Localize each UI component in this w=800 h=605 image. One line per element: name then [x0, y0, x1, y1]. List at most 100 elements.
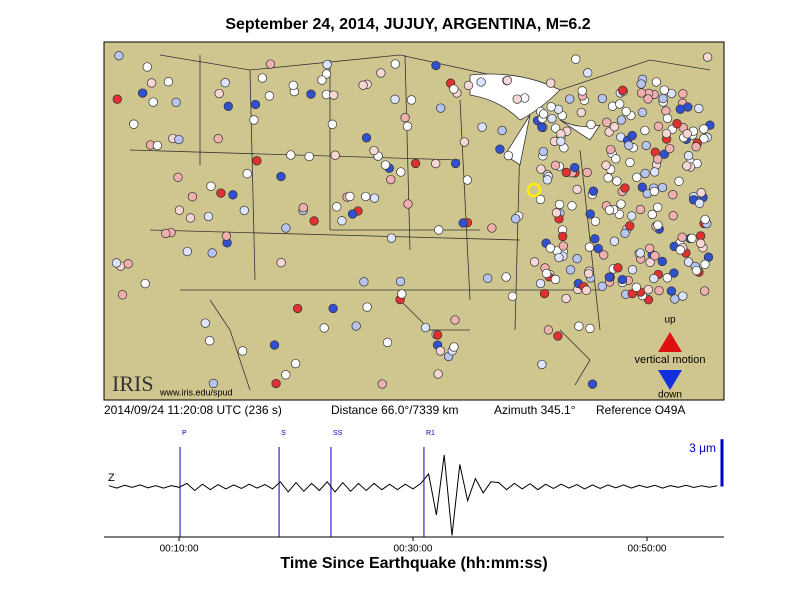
station	[572, 254, 582, 264]
station	[450, 158, 461, 169]
station	[606, 144, 616, 155]
station	[627, 265, 638, 275]
station	[501, 272, 511, 282]
station	[458, 218, 468, 228]
station	[649, 186, 660, 197]
station	[281, 370, 291, 380]
station	[402, 121, 413, 131]
station	[670, 294, 680, 304]
station	[700, 214, 710, 225]
station	[463, 80, 474, 91]
station	[678, 291, 688, 301]
station	[249, 115, 259, 125]
station	[636, 79, 646, 89]
station	[290, 358, 301, 369]
station	[627, 211, 637, 221]
station	[627, 130, 637, 141]
station	[337, 216, 347, 226]
station	[641, 140, 651, 151]
station	[507, 291, 518, 301]
lakes	[469, 73, 601, 166]
station	[257, 73, 268, 83]
station	[550, 123, 561, 133]
stations	[111, 51, 715, 389]
station	[535, 278, 546, 289]
station	[386, 233, 397, 243]
station	[207, 248, 217, 258]
station	[699, 286, 710, 296]
station	[537, 122, 547, 132]
station	[345, 191, 355, 202]
station	[400, 113, 410, 123]
station	[529, 257, 540, 267]
station	[264, 91, 275, 101]
station	[208, 378, 219, 389]
station	[228, 190, 238, 200]
station	[561, 167, 571, 178]
station	[587, 379, 598, 389]
station	[612, 176, 622, 186]
station	[672, 119, 682, 129]
station	[459, 137, 470, 147]
station	[662, 113, 673, 124]
station	[584, 242, 595, 252]
station	[269, 340, 280, 350]
station	[621, 106, 631, 117]
station	[640, 168, 650, 179]
station	[553, 331, 563, 341]
station	[276, 171, 286, 182]
station	[112, 94, 122, 104]
station	[583, 68, 593, 78]
x-label: Time Since Earthquake (hh:mm:ss)	[280, 555, 547, 572]
logo: IRIS	[112, 371, 154, 396]
station	[351, 321, 361, 331]
station	[551, 208, 562, 218]
station	[643, 284, 654, 295]
station	[140, 278, 150, 289]
station	[329, 90, 339, 100]
station	[597, 281, 607, 291]
station	[347, 209, 358, 219]
station	[361, 191, 371, 202]
station	[601, 160, 611, 170]
station	[148, 97, 158, 107]
station	[377, 379, 387, 389]
station	[547, 113, 557, 124]
station	[535, 194, 546, 205]
title: September 24, 2014, JUJUY, ARGENTINA, M=…	[225, 16, 590, 33]
station	[666, 286, 677, 296]
station	[512, 94, 522, 104]
station	[495, 144, 505, 154]
station	[397, 289, 407, 299]
channel: Z	[108, 472, 115, 484]
station	[322, 59, 332, 70]
station	[661, 128, 672, 139]
reference: Reference O49A	[596, 403, 685, 417]
station	[487, 223, 497, 233]
station	[550, 160, 561, 170]
station	[286, 150, 296, 160]
station	[542, 175, 553, 185]
station	[281, 223, 291, 233]
station	[558, 241, 569, 251]
station	[546, 102, 556, 112]
station	[567, 201, 577, 211]
station	[319, 323, 329, 333]
station	[657, 256, 667, 267]
station	[602, 117, 612, 127]
station	[650, 251, 660, 261]
station	[171, 97, 181, 107]
station	[570, 162, 580, 173]
azimuth: Azimuth 345.1°	[494, 403, 576, 417]
station	[213, 134, 223, 144]
phase-label: S	[281, 430, 286, 437]
station	[216, 188, 226, 198]
station	[327, 119, 338, 129]
origin-time: 2014/09/24 11:20:08 UTC (236 s)	[104, 403, 282, 417]
station	[668, 211, 678, 221]
legend-down-arrow	[658, 370, 682, 390]
station	[585, 209, 595, 219]
station	[161, 228, 171, 239]
station	[662, 273, 672, 283]
